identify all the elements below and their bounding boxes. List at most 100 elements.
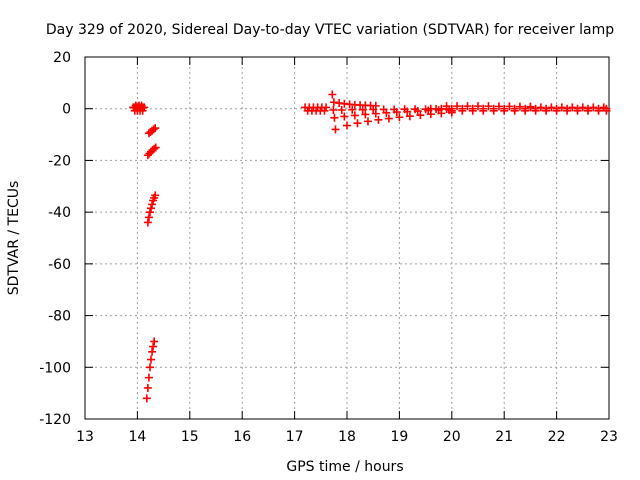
data-point <box>150 337 159 346</box>
data-point <box>337 106 346 115</box>
x-tick-labels: 13 14 15 16 17 18 19 20 21 22 23 <box>76 429 618 445</box>
data-point <box>350 111 359 120</box>
y-tick-label: -80 <box>48 309 71 325</box>
data-point <box>411 105 420 114</box>
data-point <box>142 394 151 403</box>
data-point <box>151 191 160 200</box>
data-point <box>510 106 519 115</box>
data-point <box>145 208 154 217</box>
data-point <box>147 204 156 213</box>
x-tick-label: 20 <box>443 429 461 445</box>
data-point <box>143 218 152 227</box>
x-tick-label: 18 <box>338 429 356 445</box>
data-point <box>484 102 493 111</box>
data-point <box>458 106 467 115</box>
data-point <box>144 373 153 382</box>
data-point <box>149 125 158 134</box>
x-axis-label: GPS time / hours <box>286 459 403 475</box>
data-point <box>563 106 572 115</box>
data-point <box>329 106 338 115</box>
data-point <box>426 104 435 113</box>
x-tick-label: 14 <box>128 429 146 445</box>
data-point <box>589 103 598 112</box>
data-point <box>361 110 370 119</box>
data-point <box>536 103 545 112</box>
data-point <box>531 106 540 115</box>
data-point <box>328 90 337 99</box>
data-point <box>138 106 147 115</box>
x-tick-label: 16 <box>233 429 251 445</box>
data-point <box>151 143 160 152</box>
y-tick-label: -120 <box>39 412 71 428</box>
x-tick-label: 17 <box>286 429 304 445</box>
data-point <box>494 102 503 111</box>
data-point <box>552 106 561 115</box>
data-point <box>395 113 404 122</box>
data-point <box>437 104 446 113</box>
data-point <box>442 102 451 111</box>
data-point <box>151 124 160 133</box>
data-point <box>143 383 152 392</box>
data-point <box>379 105 388 114</box>
data-point <box>148 200 157 209</box>
x-tick-label: 21 <box>495 429 513 445</box>
data-point <box>474 102 482 111</box>
data-point <box>447 106 456 115</box>
y-tick-label: -60 <box>48 257 71 273</box>
data-point <box>137 101 146 110</box>
data-point <box>500 106 509 115</box>
y-tick-label: -20 <box>48 153 71 169</box>
data-point <box>369 105 378 114</box>
data-point <box>453 102 462 111</box>
data-point <box>353 119 362 128</box>
x-tick-label: 22 <box>548 429 566 445</box>
data-point <box>147 355 156 364</box>
data-point <box>416 111 425 120</box>
data-point <box>149 342 158 351</box>
data-point <box>145 363 154 372</box>
data-point <box>374 115 383 124</box>
data-point <box>521 106 530 115</box>
data-point <box>363 117 372 126</box>
data-point <box>390 105 399 114</box>
x-tick-label: 15 <box>181 429 199 445</box>
data-point <box>405 112 414 121</box>
data-point <box>599 103 608 112</box>
data-point <box>348 105 357 114</box>
data-point <box>526 103 535 112</box>
data-point <box>557 103 566 112</box>
data-point <box>479 106 488 115</box>
data-point <box>463 102 472 111</box>
data-point <box>547 103 556 112</box>
data-point <box>468 106 477 115</box>
axis-ticks <box>84 56 610 420</box>
data-points <box>129 90 611 403</box>
data-point <box>330 113 339 122</box>
y-tick-label: -40 <box>48 205 71 221</box>
y-axis-label: SDTVAR / TECUs <box>6 181 22 296</box>
data-point <box>358 105 367 114</box>
y-tick-label: 20 <box>53 50 71 66</box>
y-tick-label: -100 <box>39 360 71 376</box>
x-tick-label: 19 <box>390 429 408 445</box>
x-tick-label: 13 <box>76 429 94 445</box>
data-point <box>505 102 514 111</box>
y-tick-labels: -120 -100 -80 -60 -40 -20 0 20 <box>39 50 71 428</box>
data-point <box>343 121 351 130</box>
data-point <box>568 103 577 112</box>
data-point <box>150 144 159 153</box>
data-point <box>331 125 340 134</box>
data-point <box>584 106 593 115</box>
data-point <box>594 106 603 115</box>
data-point <box>400 105 409 114</box>
data-point <box>340 112 349 121</box>
data-point <box>573 106 582 115</box>
data-point <box>148 347 157 356</box>
data-point <box>384 114 393 123</box>
data-point <box>542 106 551 115</box>
data-point <box>144 213 153 222</box>
x-tick-label: 23 <box>600 429 618 445</box>
data-point <box>371 109 380 118</box>
y-tick-label: 0 <box>62 102 71 118</box>
